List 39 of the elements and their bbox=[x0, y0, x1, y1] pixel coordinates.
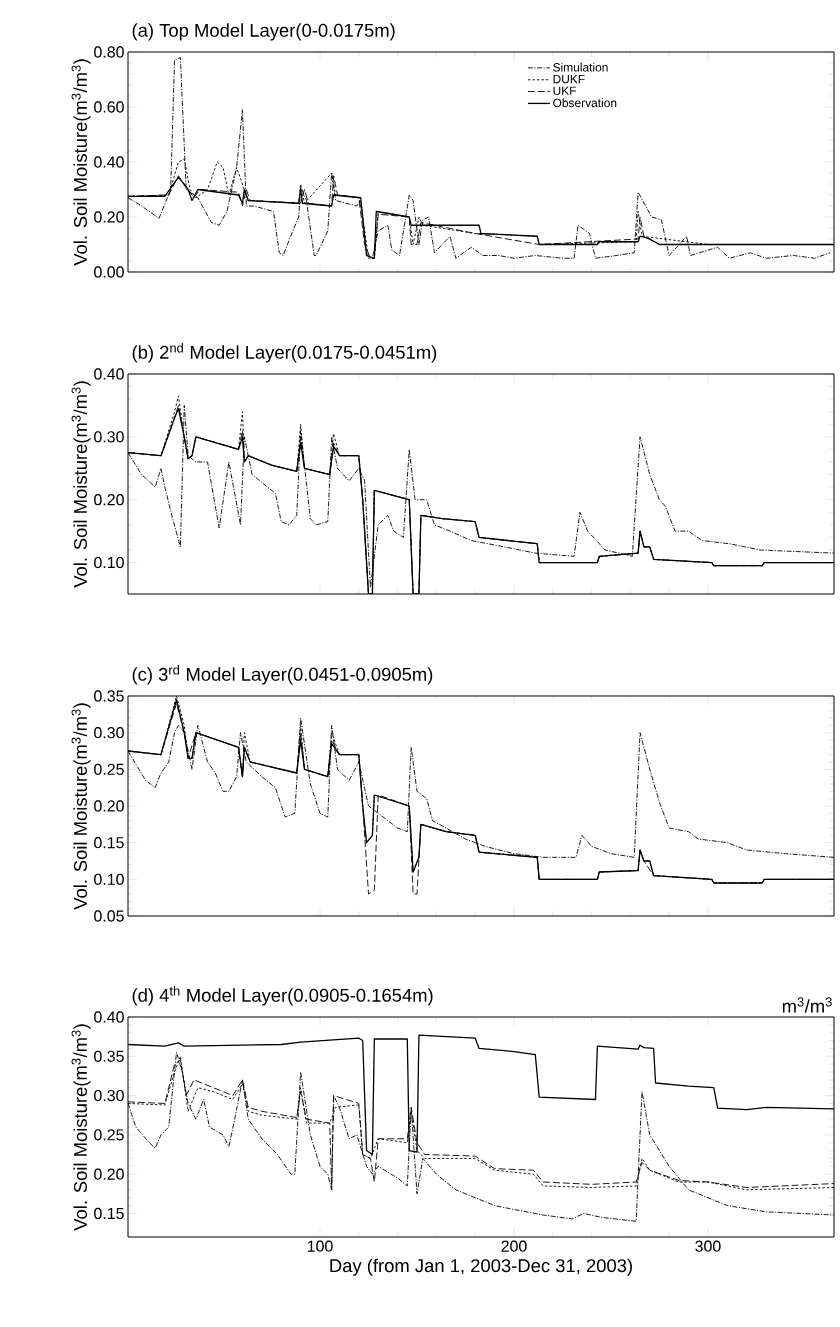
y-tick-label: 0.25 bbox=[94, 1129, 124, 1141]
y-tick-label: 0.40 bbox=[94, 1011, 124, 1023]
chart-title: (a) Top Model Layer(0-0.0175m) bbox=[132, 23, 395, 41]
legend-label: UKF bbox=[553, 86, 576, 95]
y-tick-label: 0.30 bbox=[94, 727, 124, 739]
x-axis-title: Day (from Jan 1, 2003-Dec 31, 2003) bbox=[330, 1258, 632, 1276]
x-tick-label: 300 bbox=[695, 1240, 721, 1252]
y-tick-label: 0.20 bbox=[94, 494, 124, 506]
x-tick-label: 100 bbox=[307, 1240, 333, 1252]
y-tick-label: 0.00 bbox=[94, 266, 124, 278]
y-tick-label: 0.05 bbox=[94, 910, 124, 922]
y-tick-label: 0.35 bbox=[94, 1050, 124, 1062]
y-axis-title: Vol. Soil Moisture(m$^{3}$/m$^{3}$) bbox=[71, 1024, 91, 1231]
chart-title: (c) 3$^{rd}$ Model Layer(0.0451-0.0905m) bbox=[132, 665, 433, 685]
legend-label: Observation bbox=[553, 98, 617, 108]
x-tick-label: 200 bbox=[501, 1240, 527, 1252]
chart-title: (d) 4$^{th}$ Model Layer(0.0905-0.1654m) bbox=[132, 986, 433, 1006]
y-tick-label: 0.35 bbox=[94, 690, 124, 702]
y-tick-label: 0.20 bbox=[94, 800, 124, 812]
y-tick-label: 0.40 bbox=[94, 156, 124, 168]
chart-title: (b) 2$^{nd}$ Model Layer(0.0175-0.0451m) bbox=[132, 343, 437, 363]
y-tick-label: 0.15 bbox=[94, 837, 124, 849]
y-axis-title: Vol. Soil Moisture(m$^{3}$/m$^{3}$) bbox=[71, 59, 91, 266]
y-tick-label: 0.80 bbox=[94, 46, 124, 58]
y-tick-label: 0.20 bbox=[94, 1168, 124, 1180]
y-tick-label: 0.15 bbox=[94, 1207, 124, 1220]
y-axis-title: Vol. Soil Moisture(m$^{3}$/m$^{3}$) bbox=[71, 703, 91, 910]
y-tick-label: 0.10 bbox=[94, 556, 124, 569]
legend-label: DUKF bbox=[553, 74, 585, 84]
legend-label: Simulation bbox=[553, 62, 608, 72]
y-axis-title: Vol. Soil Moisture(m$^{3}$/m$^{3}$) bbox=[71, 381, 91, 588]
y-tick-label: 0.60 bbox=[94, 101, 124, 113]
y-tick-label: 0.20 bbox=[94, 211, 124, 223]
y-tick-label: 0.40 bbox=[94, 368, 124, 380]
y-tick-label: 0.25 bbox=[94, 763, 124, 775]
y-tick-label: 0.30 bbox=[94, 431, 124, 443]
y-tick-label: 0.30 bbox=[94, 1089, 124, 1102]
text: m$^{3}$/m$^{3}$ bbox=[782, 997, 832, 1013]
y-tick-label: 0.10 bbox=[94, 873, 124, 885]
